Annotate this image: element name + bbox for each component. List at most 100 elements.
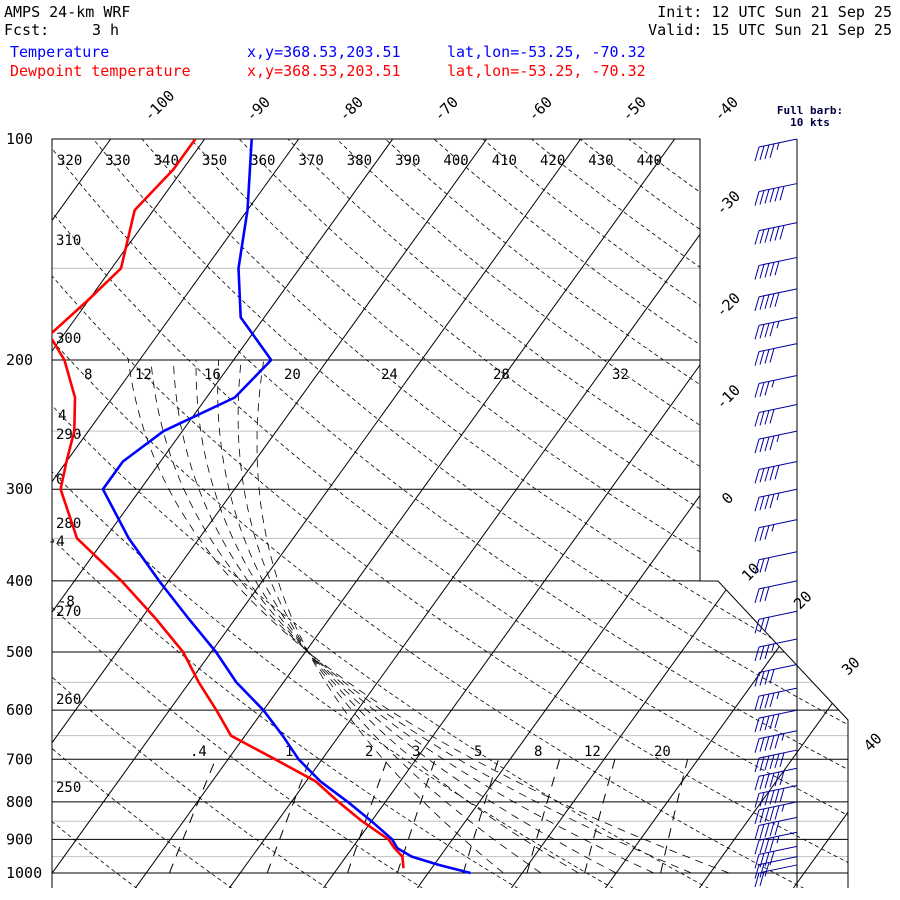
- barb-key-line1: Full barb:: [777, 104, 843, 117]
- theta-e-label: 12: [135, 367, 152, 383]
- barb-flag: [759, 496, 765, 511]
- isotherm-label: -50: [618, 93, 650, 125]
- barb-flag: [769, 293, 775, 308]
- barb-flag: [769, 493, 775, 509]
- barb-flag: [759, 775, 765, 790]
- pressure-label: 100: [6, 130, 33, 148]
- barb-half-flag: [776, 321, 780, 329]
- barb-flag: [774, 226, 780, 241]
- barb-flag: [764, 294, 770, 309]
- barb-flag: [759, 694, 765, 710]
- barb-flag: [759, 558, 765, 573]
- barb-flag: [759, 671, 765, 686]
- wind-barb: [754, 638, 798, 662]
- barb-shaft: [758, 687, 798, 697]
- barb-flag: [754, 864, 760, 879]
- barb-flag: [754, 559, 760, 574]
- isotherm-line: [52, 139, 606, 888]
- wind-barb: [754, 856, 798, 879]
- left-label: 0: [56, 472, 64, 488]
- barb-flag: [769, 714, 775, 730]
- barb-flag: [754, 776, 760, 791]
- legend-dewpoint-latlon: lat,lon=-53.25, -70.32: [447, 62, 646, 80]
- theta-e-label: 16: [204, 367, 221, 383]
- wind-barb: [754, 801, 798, 825]
- dry-adiabat: [160, 139, 848, 888]
- barb-flag: [754, 325, 760, 340]
- theta-label: 280: [56, 516, 81, 532]
- theta-label: 380: [347, 153, 372, 169]
- isotherm-line: [52, 139, 418, 888]
- barb-flag: [759, 863, 765, 878]
- mixing-ratio-line: [347, 759, 388, 874]
- mixing-ratio-label: 8: [534, 744, 542, 760]
- barb-half-flag: [771, 380, 775, 388]
- isotherm-label: 0: [718, 489, 737, 508]
- barb-flag: [779, 788, 785, 803]
- isotherm-line: [322, 139, 848, 888]
- barb-flag: [764, 557, 770, 572]
- barb-half-flag: [776, 434, 780, 443]
- dry-adiabat: [208, 139, 848, 888]
- theta-label: 300: [56, 331, 81, 347]
- barb-flag: [754, 872, 760, 888]
- barb-flag: [759, 468, 765, 483]
- isotherm-label: -80: [335, 93, 367, 125]
- barb-flag: [769, 409, 775, 424]
- wind-barb: [754, 375, 798, 398]
- wind-barb: [754, 664, 798, 687]
- barb-flag: [754, 412, 760, 427]
- barb-flag: [769, 772, 775, 788]
- dry-adiabat: [302, 139, 848, 888]
- wind-barb: [754, 610, 798, 634]
- barb-flag: [774, 805, 780, 820]
- isotherm-line: [510, 139, 848, 888]
- valid-time: Valid: 15 UTC Sun 21 Sep 25: [648, 21, 892, 39]
- left-label: -4: [48, 534, 65, 550]
- left-label: 4: [58, 408, 66, 424]
- barb-flag: [764, 807, 770, 822]
- barb-flag: [764, 349, 770, 364]
- barb-flag: [764, 823, 770, 838]
- barb-flag: [764, 494, 770, 510]
- theta-label: 360: [250, 153, 275, 169]
- barb-flag: [759, 618, 765, 633]
- wind-barb: [754, 767, 798, 791]
- pressure-label: 700: [6, 750, 33, 768]
- barb-half-flag: [781, 733, 785, 741]
- barb-flag: [754, 738, 760, 753]
- moist-adiabat: [150, 359, 692, 874]
- pressure-label: 900: [6, 830, 33, 848]
- wind-barb: [754, 816, 798, 840]
- mixing-ratio-line: [462, 759, 499, 874]
- barb-flag: [759, 839, 765, 854]
- isotherm-line: [134, 139, 700, 888]
- barb-shaft: [758, 488, 798, 498]
- barb-flag: [764, 323, 770, 338]
- wind-barb: [754, 288, 798, 311]
- barb-shaft: [758, 816, 798, 826]
- plot-frame: [51, 138, 849, 888]
- barb-flag: [759, 229, 765, 244]
- barb-flag: [764, 617, 770, 632]
- barb-shaft: [758, 580, 798, 590]
- mixing-ratio-label: 1: [285, 744, 293, 760]
- dry-adiabat: [52, 139, 138, 888]
- isotherm-label: -90: [242, 93, 274, 125]
- barb-shaft: [758, 222, 798, 232]
- barb-shaft: [758, 767, 798, 777]
- barb-flag: [754, 527, 760, 542]
- isotherm-label: -10: [712, 381, 744, 413]
- isotherm-label: -30: [712, 187, 744, 219]
- barb-flag: [764, 852, 770, 867]
- forecast-label: Fcst:: [4, 21, 50, 39]
- isotherm-line: [698, 139, 848, 888]
- barb-shaft: [758, 801, 798, 811]
- wind-barb: [754, 430, 798, 454]
- wind-barb: [754, 730, 798, 753]
- theta-label: 420: [540, 153, 565, 169]
- wind-barb: [754, 183, 798, 206]
- barb-flag: [759, 808, 765, 823]
- barb-half-flag: [776, 835, 780, 844]
- theta-e-label: 32: [612, 367, 629, 383]
